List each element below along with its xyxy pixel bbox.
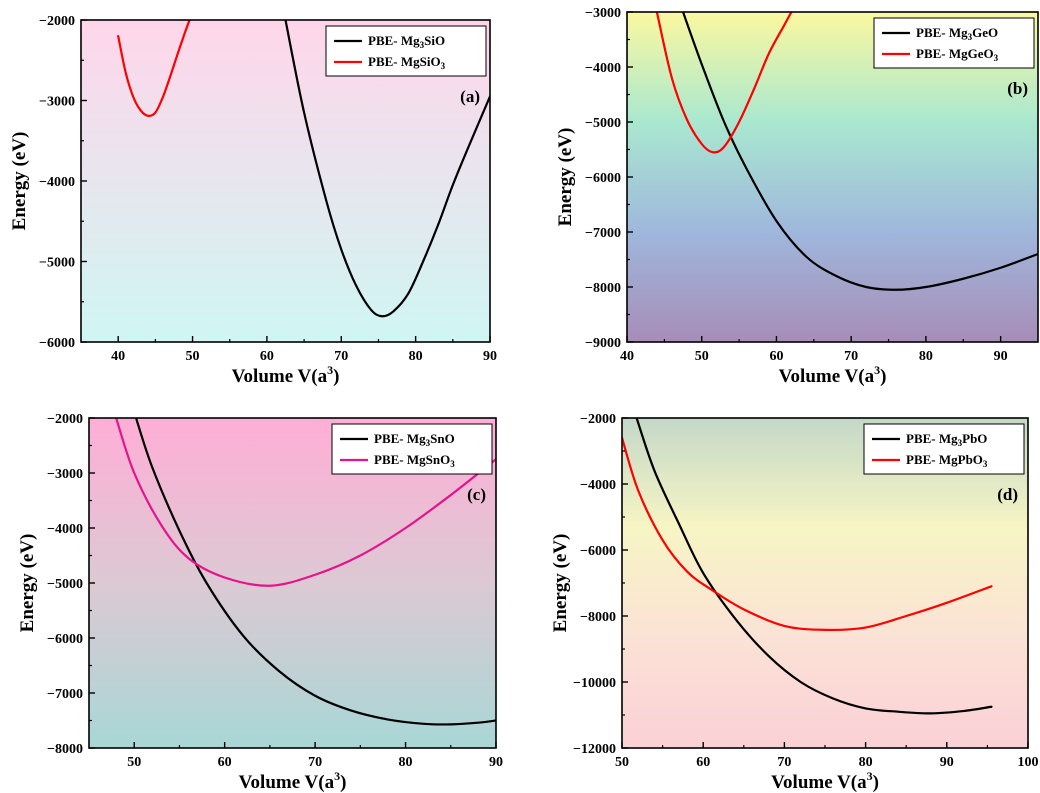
y-axis-title: Energy (eV) xyxy=(17,534,38,633)
x-tick-label: 50 xyxy=(695,349,709,364)
legend: PBE- Mg3​SnO PBE- MgSnO3​ xyxy=(331,423,493,475)
legend-box xyxy=(863,423,1025,475)
legend-label: PBE- MgSnO3​ xyxy=(374,452,455,469)
series-line-2 xyxy=(115,418,496,587)
y-tick-label: −10000 xyxy=(573,676,616,691)
x-tick-label: 80 xyxy=(409,349,423,364)
series-line-1 xyxy=(134,418,496,726)
chart-panel-4: 50 60 70 80 90 100 −12000 −10000 −8000 −6000 −4000… xyxy=(550,412,1039,793)
x-tick-label: 60 xyxy=(260,349,274,364)
x-tick-label: 60 xyxy=(696,755,710,770)
y-tick-label: −6000 xyxy=(585,171,621,186)
x-tick-label: 80 xyxy=(399,755,413,770)
y-tick-label: −8000 xyxy=(585,281,621,296)
y-tick-label: −2000 xyxy=(580,412,616,427)
y-tick-label: −6000 xyxy=(580,544,616,559)
x-axis-title: Volume V(a3) xyxy=(771,769,879,793)
y-tick-label: −7000 xyxy=(47,687,83,702)
panel-label: (c) xyxy=(467,485,486,504)
y-tick-label: −3000 xyxy=(47,467,83,482)
legend-box xyxy=(325,25,487,77)
series-line-2 xyxy=(655,12,793,154)
legend-label: PBE- Mg3​PbO xyxy=(906,431,987,448)
y-tick-label: −9000 xyxy=(585,336,621,351)
y-axis-title: Energy (eV) xyxy=(555,128,576,227)
chart-panel-1: 40 50 60 70 80 90 −6000 −5000 −4000 −3000 −2000 Vol… xyxy=(9,14,497,387)
legend: PBE- Mg3​GeO PBE- MgGeO3​ xyxy=(873,17,1035,69)
y-tick-label: −4000 xyxy=(580,478,616,493)
x-tick-label: 50 xyxy=(127,755,141,770)
panel-label: (d) xyxy=(997,485,1018,504)
x-tick-label: 80 xyxy=(919,349,933,364)
x-tick-label: 50 xyxy=(186,349,200,364)
x-tick-label: 80 xyxy=(859,755,873,770)
x-axis-title: Volume V(a3) xyxy=(232,363,340,387)
y-tick-label: −4000 xyxy=(39,175,75,190)
legend-box xyxy=(331,423,493,475)
y-tick-label: −4000 xyxy=(47,522,83,537)
legend-label: PBE- Mg3​SnO xyxy=(374,431,455,448)
series-group xyxy=(117,20,490,318)
y-axis-title: Energy (eV) xyxy=(9,132,30,231)
x-tick-label: 40 xyxy=(111,349,125,364)
series-line-2 xyxy=(622,436,993,632)
legend-label: PBE- Mg3​GeO xyxy=(916,25,998,42)
panel-label: (a) xyxy=(460,87,480,106)
x-tick-label: 70 xyxy=(308,755,322,770)
y-tick-label: −6000 xyxy=(39,336,75,351)
series-group xyxy=(115,418,496,726)
legend: PBE- Mg3​PbO PBE- MgPbO3​ xyxy=(863,423,1025,475)
x-tick-label: 90 xyxy=(940,755,954,770)
legend-label: PBE- Mg3​SiO xyxy=(368,33,445,50)
y-tick-label: −3000 xyxy=(585,6,621,21)
x-axis-title: Volume V(a3) xyxy=(779,363,887,387)
y-tick-label: −3000 xyxy=(39,95,75,110)
series-group xyxy=(622,418,993,715)
y-tick-label: −5000 xyxy=(585,116,621,131)
y-tick-label: −5000 xyxy=(39,256,75,271)
legend-label: PBE- MgPbO3​ xyxy=(906,452,988,469)
y-axis-title: Energy (eV) xyxy=(550,534,571,633)
legend-label: PBE- MgSiO3​ xyxy=(368,54,446,71)
x-tick-label: 90 xyxy=(483,349,497,364)
x-tick-label: 70 xyxy=(844,349,858,364)
y-tick-label: −8000 xyxy=(580,610,616,625)
legend-label: PBE- MgGeO3​ xyxy=(916,46,999,63)
y-tick-label: −12000 xyxy=(573,742,616,757)
series-line-1 xyxy=(284,20,490,318)
chart-panel-3: 50 60 70 80 90 −8000 −7000 −6000 −5000 −4000 −3000… xyxy=(17,412,503,793)
x-tick-label: 60 xyxy=(769,349,783,364)
series-line-1 xyxy=(635,418,993,715)
legend: PBE- Mg3​SiO PBE- MgSiO3​ xyxy=(325,25,487,77)
x-tick-label: 90 xyxy=(994,349,1008,364)
x-tick-label: 100 xyxy=(1018,755,1039,770)
x-tick-label: 60 xyxy=(218,755,232,770)
x-tick-label: 70 xyxy=(334,349,348,364)
y-tick-label: −2000 xyxy=(47,412,83,427)
y-tick-label: −2000 xyxy=(39,14,75,29)
series-line-1 xyxy=(681,12,1038,291)
chart-panel-2: 40 50 60 70 80 90 −9000 −8000 −7000 −6000 −5000 −40… xyxy=(555,6,1039,387)
x-tick-label: 90 xyxy=(489,755,503,770)
y-tick-label: −5000 xyxy=(47,577,83,592)
panel-label: (b) xyxy=(1007,79,1028,98)
series-line-2 xyxy=(117,20,191,117)
x-tick-label: 70 xyxy=(777,755,791,770)
x-tick-label: 50 xyxy=(615,755,629,770)
y-tick-label: −6000 xyxy=(47,632,83,647)
x-tick-label: 40 xyxy=(620,349,634,364)
y-tick-label: −8000 xyxy=(47,742,83,757)
y-tick-label: −4000 xyxy=(585,61,621,76)
y-tick-label: −7000 xyxy=(585,226,621,241)
series-group xyxy=(655,12,1038,291)
legend-box xyxy=(873,17,1035,69)
x-axis-title: Volume V(a3) xyxy=(239,769,347,793)
